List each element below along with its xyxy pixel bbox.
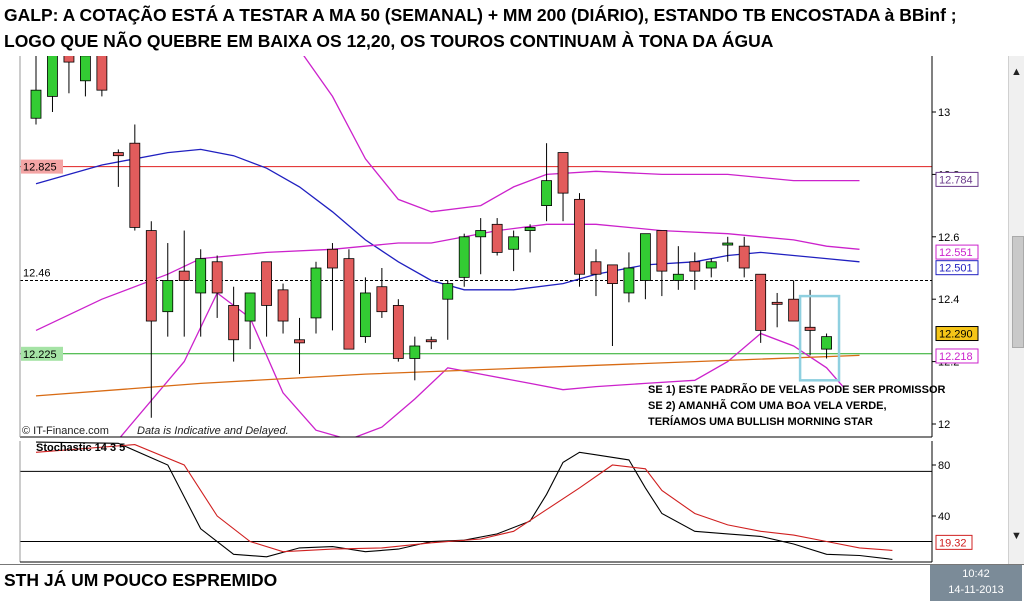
annotation-line-3: TERÍAMOS UMA BULLISH MORNING STAR [648,415,873,428]
candle-body [112,152,124,157]
candle-body [228,305,240,341]
candle-body [211,261,223,294]
y-tick-label: 12 [938,419,950,431]
candle-body [607,264,618,285]
stochastic-tick-label: 40 [938,511,950,523]
candle-body [376,286,388,313]
stochastic-line [35,441,893,560]
value-label: 12.784 [939,174,973,186]
candle-body [722,242,734,246]
candle-body [672,273,684,281]
candle-body [639,233,651,281]
scroll-up-icon[interactable]: ▲ [1011,66,1022,78]
stochastic-panel: 80 40 19.32 [19,441,973,563]
candle-body [409,345,421,359]
chart-credit: © IT-Finance.com [22,425,109,437]
candle-body [755,273,767,331]
candle-body [47,56,58,97]
indicator-line [35,354,860,397]
candle-body [524,227,536,231]
candle-body [491,223,503,253]
candle-body [261,261,272,306]
candle-body [96,56,108,91]
candle-body [771,301,783,305]
candle-body [145,230,157,322]
candle-body [557,152,569,194]
candle-body [195,258,207,294]
y-tick-label: 12.6 [938,232,959,244]
title-line-2: LOGO QUE NÃO QUEBRE EM BAIXA OS 12,20, O… [4,31,774,51]
value-label: 12.551 [939,247,973,259]
y-tick-label: 12.4 [938,294,959,306]
stochastic-value-label: 19.32 [939,537,967,549]
scrollbar-thumb[interactable] [1012,236,1024,348]
candle-body [574,198,585,275]
candle-body [310,267,322,319]
candle-body [656,230,668,272]
candle-body [30,89,42,119]
candle-body [541,180,552,206]
candle-body [129,142,141,228]
candle-body [343,258,355,350]
value-label: 12.501 [939,263,973,275]
level-label-box [21,159,63,174]
candle-body [442,283,454,300]
vertical-scrollbar[interactable]: ▲ ▼ [1008,56,1024,564]
stochastic-tick-label: 80 [938,460,950,472]
footer: STH JÁ UM POUCO ESPREMIDO 10:42 14-11-20… [0,564,1024,601]
value-label-box [935,171,979,187]
level-label: 12.46 [23,267,51,279]
annotation-line-2: SE 2) AMANHÃ COM UMA BOA VELA VERDE, [648,399,887,412]
candle-body [475,230,487,238]
taskbar-clock[interactable]: 10:42 14-11-2013 [930,565,1022,601]
stochastic-title: Stochastic 14 3 5 [36,442,125,454]
value-label: 12.290 [939,329,973,341]
candle-body [788,298,800,322]
candle-body [590,261,602,275]
candle-body [277,289,289,322]
value-label-box [935,348,979,364]
candle-body [705,261,717,269]
level-label: 12.825 [23,162,57,174]
value-label-box [935,260,979,276]
candle-body [80,56,91,82]
candle-body [63,56,75,63]
stochastic-value-box [935,534,973,550]
candle-body [821,336,832,350]
candle-body [508,236,520,250]
value-label-box [935,326,979,342]
annotation-line-1: SE 1) ESTE PADRÃO DE VELAS PODE SER PROM… [648,383,946,396]
candle-body [392,305,404,359]
value-label-box [935,244,979,260]
footer-comment: STH JÁ UM POUCO ESPREMIDO [4,570,278,590]
candle-body [162,280,174,313]
candle-body [425,339,437,343]
candle-body [178,270,190,281]
candle-body [294,339,305,344]
value-label: 12.218 [939,351,973,363]
candle-body [623,267,635,294]
chart-disclaimer: Data is Indicative and Delayed. [137,425,289,437]
clock-date: 14-11-2013 [948,584,1004,596]
candle-body [359,292,371,338]
level-label-box [21,346,63,361]
indicator-line [303,56,860,213]
scroll-down-icon[interactable]: ▼ [1011,530,1022,542]
y-tick-label: 13 [938,107,950,119]
highlight-box [798,294,841,382]
candle-body [738,245,750,269]
title-line-1: GALP: A COTAÇÃO ESTÁ A TESTAR A MA 50 (S… [4,5,957,25]
stochastic-line [35,444,893,553]
candle-body [804,326,816,331]
candle-body [244,292,256,322]
level-label: 12.225 [23,349,57,361]
candle-body [327,248,338,269]
clock-time: 10:42 [962,568,990,580]
candle-body [689,261,701,272]
header: GALP: A COTAÇÃO ESTÁ A TESTAR A MA 50 (S… [0,0,1024,56]
candle-body [458,236,470,278]
price-chart-panel: 1312.812.612.412.21212.82512.4612.22512.… [19,56,979,438]
